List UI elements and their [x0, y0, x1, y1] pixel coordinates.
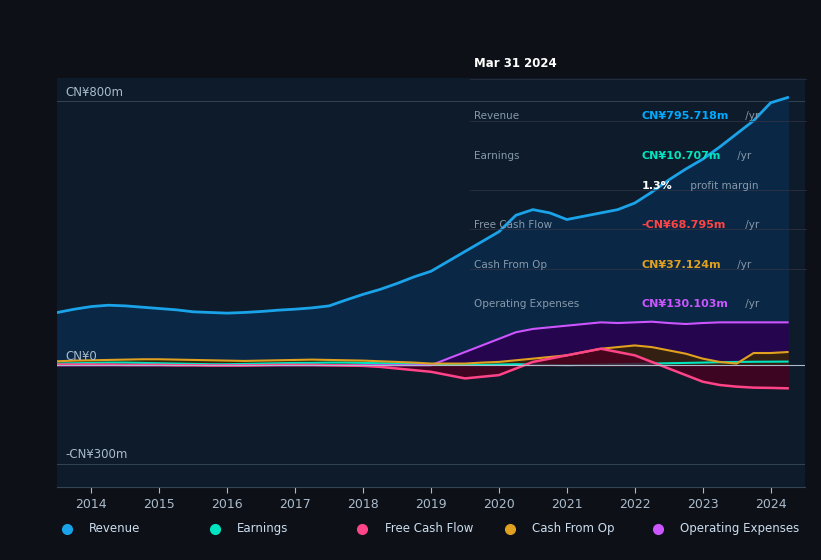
Text: profit margin: profit margin	[687, 181, 759, 191]
Text: CN¥795.718m: CN¥795.718m	[641, 111, 729, 122]
Text: CN¥130.103m: CN¥130.103m	[641, 299, 728, 309]
Text: Earnings: Earnings	[237, 522, 288, 535]
Text: /yr: /yr	[734, 260, 751, 269]
Text: /yr: /yr	[742, 220, 759, 230]
Text: 1.3%: 1.3%	[641, 181, 672, 191]
Text: Mar 31 2024: Mar 31 2024	[474, 57, 557, 69]
Text: Earnings: Earnings	[474, 151, 519, 161]
Text: Free Cash Flow: Free Cash Flow	[474, 220, 552, 230]
Text: Revenue: Revenue	[89, 522, 140, 535]
Text: /yr: /yr	[734, 151, 751, 161]
Text: CN¥800m: CN¥800m	[66, 86, 124, 99]
Text: /yr: /yr	[742, 111, 759, 122]
Text: Revenue: Revenue	[474, 111, 519, 122]
Text: -CN¥300m: -CN¥300m	[66, 449, 128, 461]
Text: Operating Expenses: Operating Expenses	[681, 522, 800, 535]
Text: CN¥0: CN¥0	[66, 349, 98, 362]
Text: Cash From Op: Cash From Op	[533, 522, 615, 535]
Text: -CN¥68.795m: -CN¥68.795m	[641, 220, 726, 230]
Text: Free Cash Flow: Free Cash Flow	[385, 522, 473, 535]
Text: CN¥10.707m: CN¥10.707m	[641, 151, 721, 161]
Text: Cash From Op: Cash From Op	[474, 260, 547, 269]
Text: /yr: /yr	[742, 299, 759, 309]
Text: CN¥37.124m: CN¥37.124m	[641, 260, 721, 269]
Text: Operating Expenses: Operating Expenses	[474, 299, 579, 309]
